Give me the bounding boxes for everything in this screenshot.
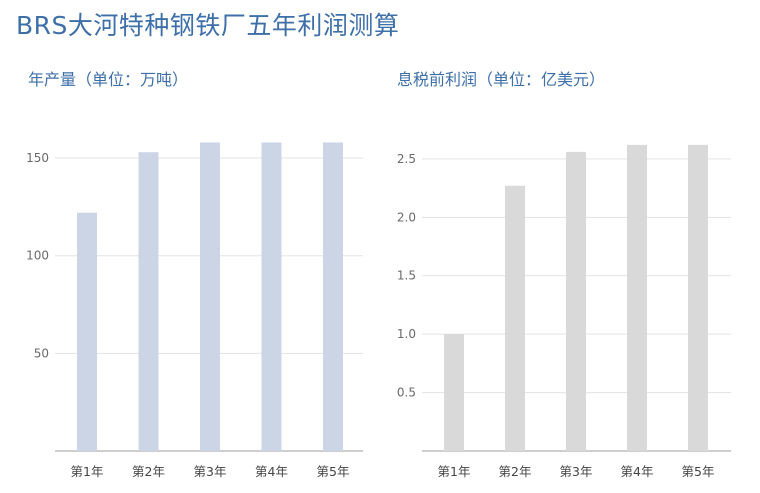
page-title: BRS大河特种钢铁厂五年利润测算 bbox=[16, 11, 400, 40]
x-tick-label: 第1年 bbox=[71, 464, 104, 479]
bar bbox=[138, 152, 159, 451]
x-tick-label: 第3年 bbox=[194, 464, 227, 479]
bar bbox=[323, 142, 343, 451]
bar bbox=[261, 142, 282, 451]
y-tick-label: 100 bbox=[26, 249, 49, 263]
x-tick-label: 第4年 bbox=[255, 464, 288, 479]
bar bbox=[200, 142, 220, 451]
x-tick-label: 第2年 bbox=[132, 464, 165, 479]
chart-title-production: 年产量（单位：万吨） bbox=[28, 70, 189, 89]
chart-title-ebit: 息税前利润（单位：亿美元） bbox=[397, 70, 606, 89]
y-tick-label: 150 bbox=[26, 151, 49, 165]
y-tick-label: 50 bbox=[34, 346, 49, 360]
bar bbox=[77, 212, 97, 451]
x-tick-label: 第5年 bbox=[317, 464, 350, 479]
